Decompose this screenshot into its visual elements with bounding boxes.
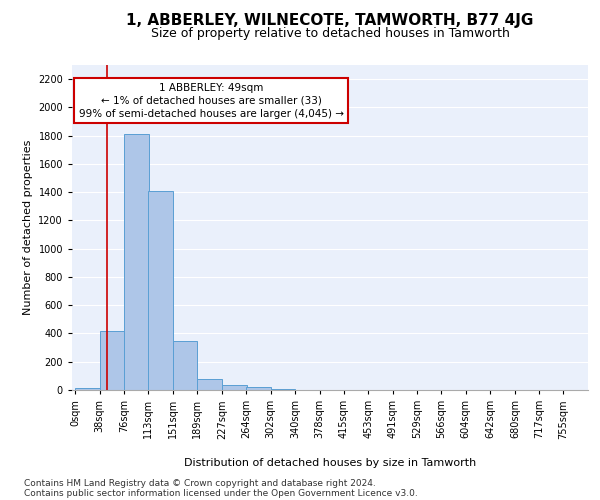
Bar	[222, 385, 247, 390]
Bar	[173, 341, 197, 390]
Text: Distribution of detached houses by size in Tamworth: Distribution of detached houses by size …	[184, 458, 476, 468]
Bar	[197, 378, 222, 390]
Bar	[75, 388, 100, 390]
Text: 1 ABBERLEY: 49sqm
← 1% of detached houses are smaller (33)
99% of semi-detached : 1 ABBERLEY: 49sqm ← 1% of detached house…	[79, 82, 344, 119]
Text: Size of property relative to detached houses in Tamworth: Size of property relative to detached ho…	[151, 28, 509, 40]
Bar	[246, 387, 271, 390]
Text: Contains public sector information licensed under the Open Government Licence v3: Contains public sector information licen…	[24, 489, 418, 498]
Bar	[124, 134, 149, 390]
Y-axis label: Number of detached properties: Number of detached properties	[23, 140, 32, 315]
Text: Contains HM Land Registry data © Crown copyright and database right 2024.: Contains HM Land Registry data © Crown c…	[24, 479, 376, 488]
Text: 1, ABBERLEY, WILNECOTE, TAMWORTH, B77 4JG: 1, ABBERLEY, WILNECOTE, TAMWORTH, B77 4J…	[127, 12, 533, 28]
Bar	[148, 191, 173, 390]
Bar	[100, 330, 124, 390]
